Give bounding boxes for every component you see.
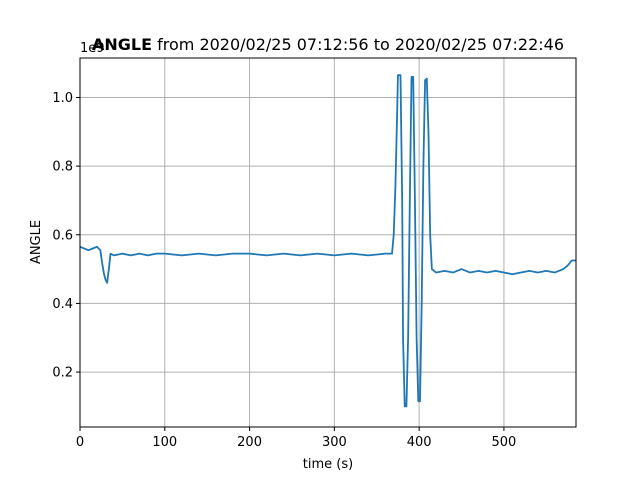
data-series-line: [79, 74, 576, 408]
x-tick-label: 500: [492, 435, 517, 450]
x-tick-label: 0: [76, 435, 84, 450]
y-axis-label: ANGLE: [29, 220, 44, 264]
x-tick-label: 100: [152, 435, 177, 450]
chart-title: ANGLE from 2020/02/25 07:12:56 to 2020/0…: [92, 35, 564, 54]
chart-title-bold: ANGLE: [92, 35, 152, 54]
y-tick-label: 0.6: [52, 228, 73, 243]
x-tick-label: 200: [237, 435, 262, 450]
y-tick-label: 0.4: [52, 297, 73, 312]
x-tick-label: 300: [322, 435, 347, 450]
x-axis-label: time (s): [303, 457, 353, 472]
y-tick-label: 1.0: [52, 91, 73, 106]
ticks: 0 100 200 300 400 500 0.2 0.4 0.6 0.8 1.0: [52, 91, 516, 450]
plot-frame: [79, 57, 577, 428]
data-line-layer: [79, 74, 576, 408]
x-tick-label: 400: [407, 435, 432, 450]
y-offset-label: 1e9: [80, 41, 105, 56]
y-tick-label: 0.8: [52, 160, 73, 175]
grid: [79, 58, 576, 427]
y-tick-label: 0.2: [52, 366, 73, 381]
chart-title-rest: from 2020/02/25 07:12:56 to 2020/02/25 0…: [152, 35, 564, 54]
